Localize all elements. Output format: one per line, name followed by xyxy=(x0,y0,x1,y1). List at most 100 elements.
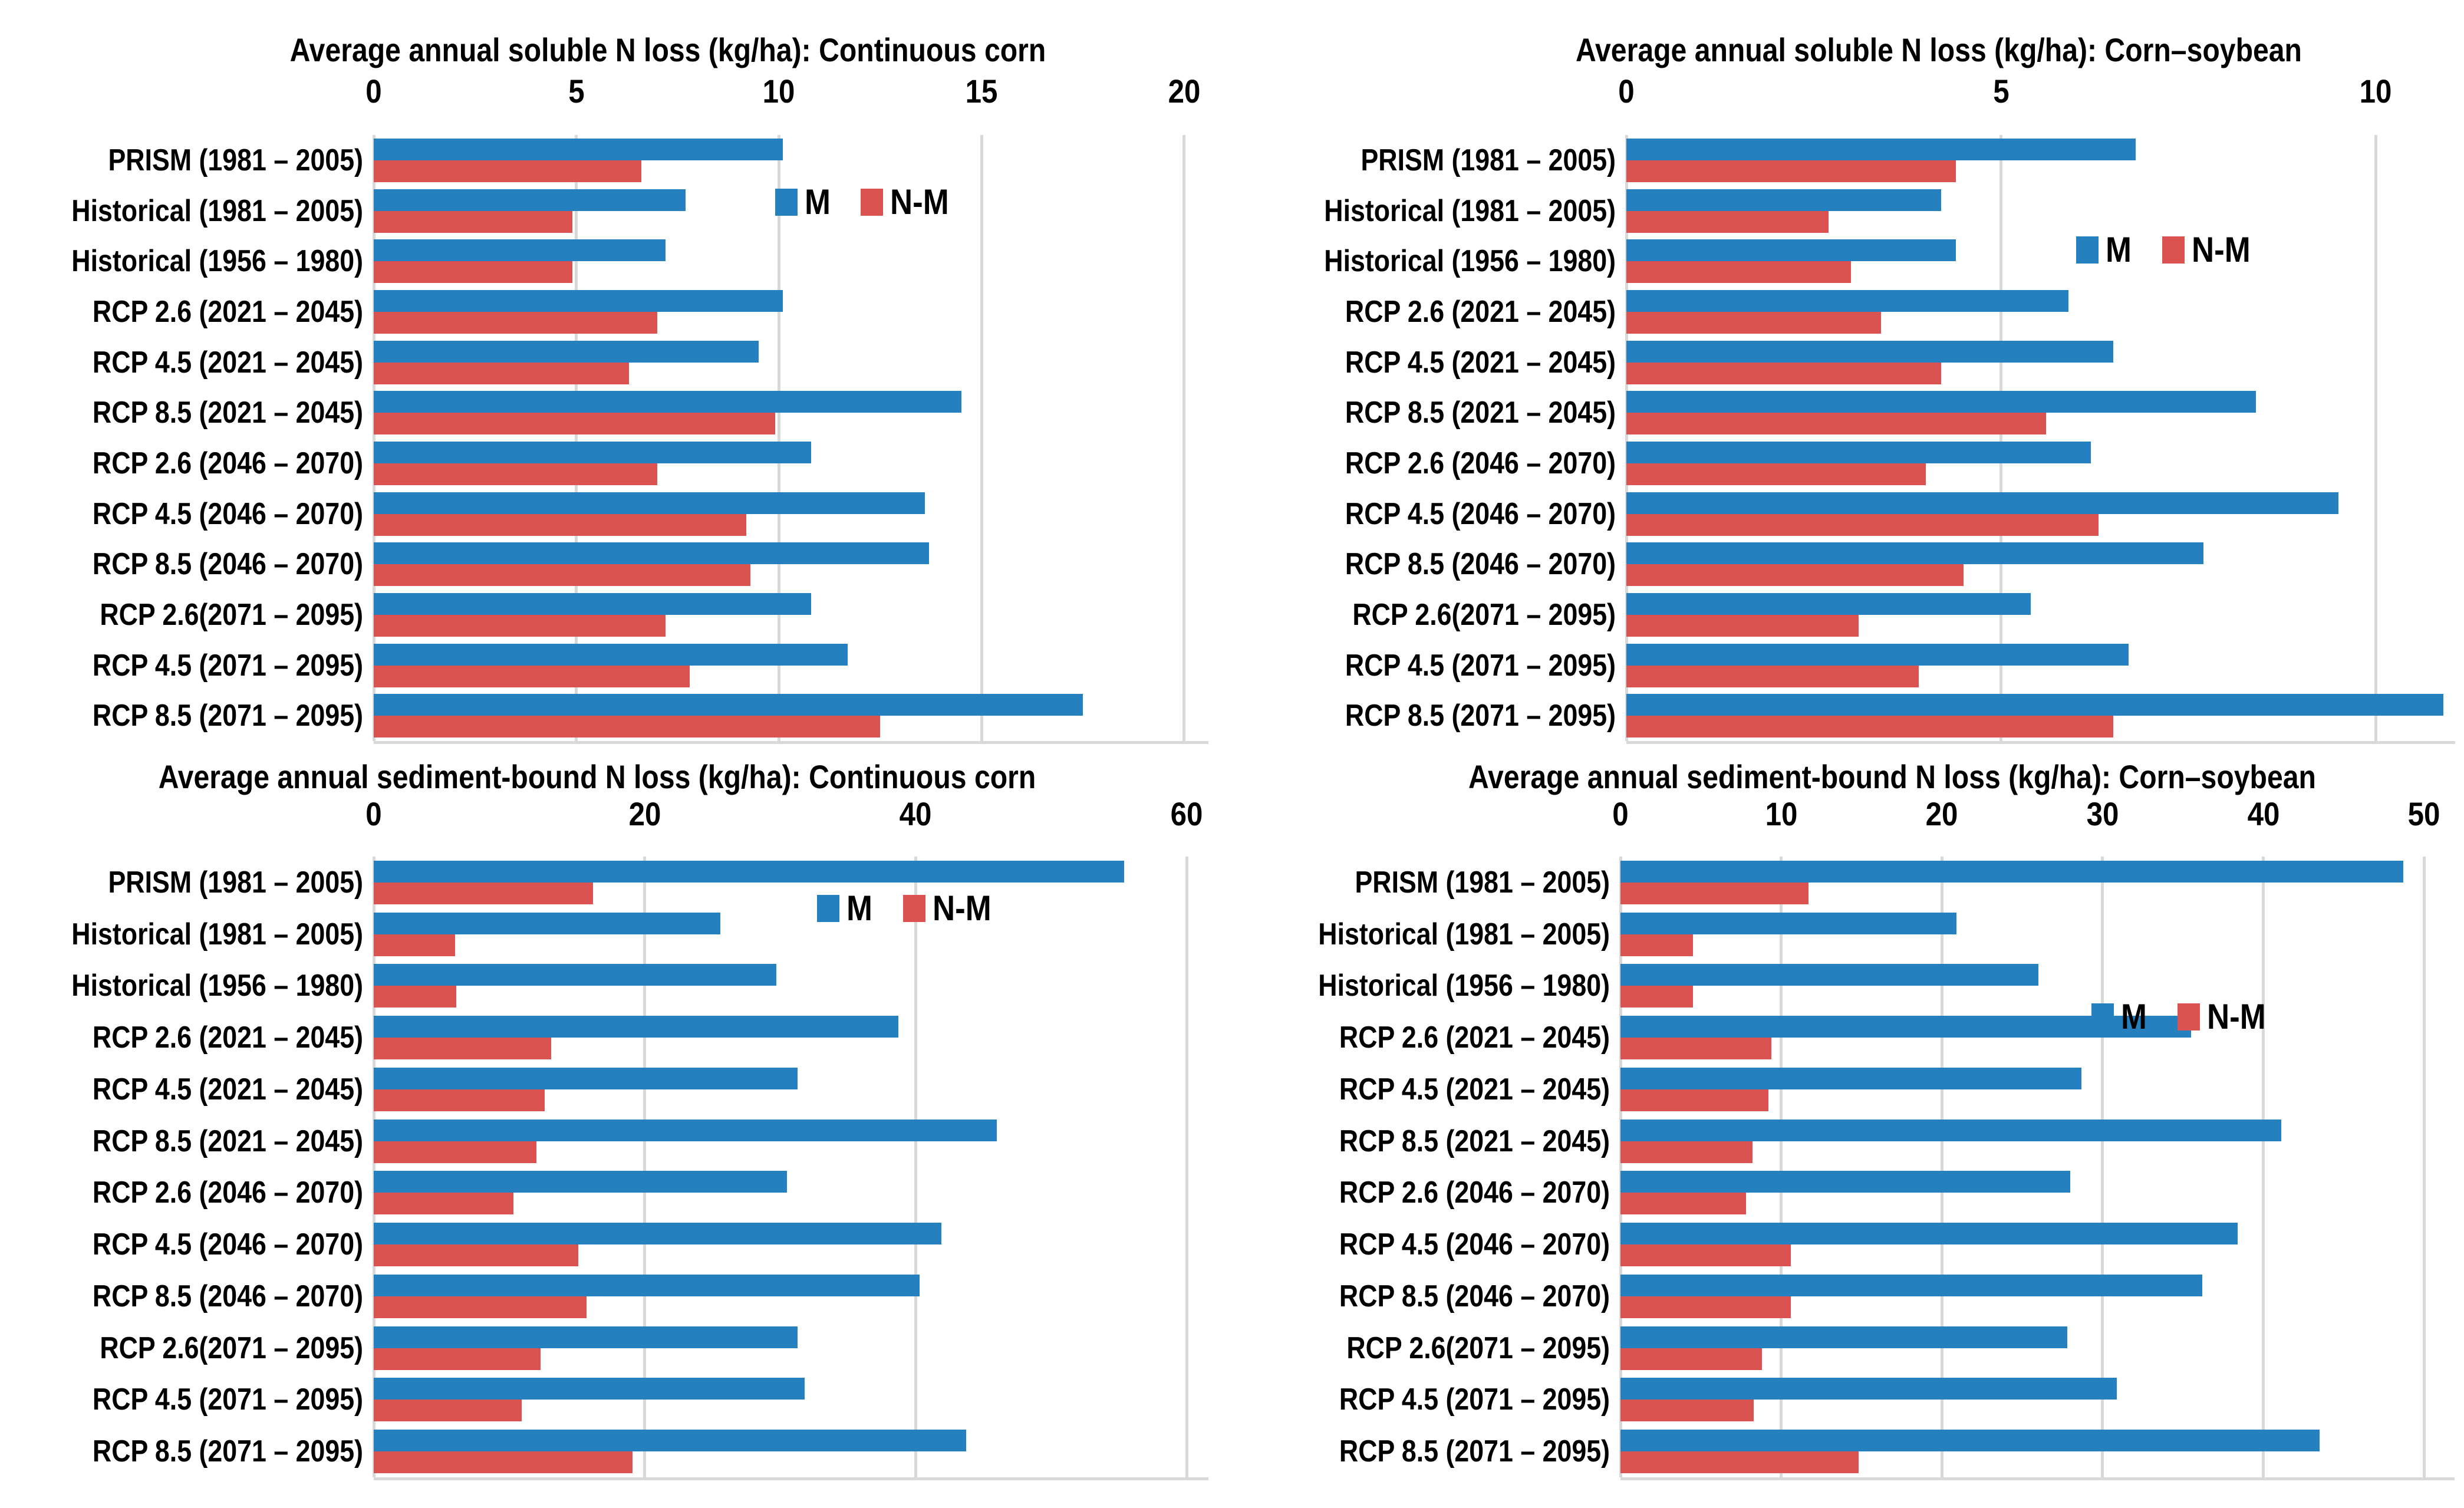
x-axis-tick-label: 0 xyxy=(365,795,382,832)
bar-nm-0 xyxy=(374,160,641,182)
gridline xyxy=(575,135,578,741)
x-axis-tick-label: 30 xyxy=(2086,795,2119,832)
bar-m-0 xyxy=(1620,860,2403,883)
bar-m-8 xyxy=(374,1274,920,1296)
legend-label: N-M xyxy=(932,888,991,928)
bar-m-9 xyxy=(374,1326,798,1348)
bar-nm-6 xyxy=(374,1193,513,1215)
bar-m-9 xyxy=(1626,592,2031,615)
chart-title: Average annual soluble N loss (kg/ha): C… xyxy=(1576,31,2302,68)
category-label: RCP 4.5 (2071 – 2095) xyxy=(92,1382,364,1417)
bar-nm-5 xyxy=(1620,1141,1753,1163)
category-label: Historical (1956 – 1980) xyxy=(71,969,363,1003)
bar-nm-1 xyxy=(1620,934,1693,956)
bar-nm-9 xyxy=(1626,614,1859,637)
gridline xyxy=(1185,857,1188,1477)
bar-nm-8 xyxy=(374,1296,587,1318)
gridline xyxy=(1999,135,2003,741)
legend: M N-M xyxy=(816,888,999,928)
bar-m-5 xyxy=(374,1119,997,1141)
legend: M N-M xyxy=(2091,998,2274,1036)
gridline xyxy=(1625,135,1628,741)
legend-swatch-nm-icon xyxy=(861,188,884,216)
bar-nm-0 xyxy=(374,882,594,904)
bar-nm-3 xyxy=(374,311,658,334)
category-label: Historical (1956 – 1980) xyxy=(1318,969,1610,1003)
category-label: PRISM (1981 – 2005) xyxy=(1361,143,1616,177)
legend-entry: M xyxy=(2076,231,2135,269)
category-label: RCP 4.5 (2021 – 2045) xyxy=(92,1072,364,1107)
plot-area xyxy=(1625,135,2455,744)
category-label: RCP 4.5 (2021 – 2045) xyxy=(92,345,364,380)
gridline xyxy=(914,857,917,1477)
bar-nm-4 xyxy=(374,362,630,384)
category-label: RCP 4.5 (2071 – 2095) xyxy=(1345,648,1616,683)
legend: M N-M xyxy=(775,183,957,221)
bar-m-4 xyxy=(1620,1067,2082,1089)
bar-nm-6 xyxy=(1620,1193,1746,1215)
chart-panel: Average annual sediment-bound N loss (kg… xyxy=(1232,754,2464,1508)
bar-m-9 xyxy=(374,592,812,615)
plot-area xyxy=(372,135,1208,744)
category-label: RCP 8.5 (2071 – 2095) xyxy=(1345,699,1616,733)
category-label: RCP 2.6 (2021 – 2045) xyxy=(1345,294,1616,329)
legend-label: N-M xyxy=(890,182,950,222)
category-label: RCP 2.6 (2021 – 2045) xyxy=(92,1020,364,1055)
bar-m-1 xyxy=(374,189,686,211)
category-label: Historical (1956 – 1980) xyxy=(1324,244,1616,279)
bar-m-5 xyxy=(374,391,961,413)
gridline xyxy=(980,135,983,741)
category-label: PRISM (1981 – 2005) xyxy=(1355,865,1610,900)
bar-m-3 xyxy=(374,289,783,312)
bar-m-10 xyxy=(1626,643,2129,666)
gridline xyxy=(2262,857,2265,1477)
category-label: RCP 8.5 (2046 – 2070) xyxy=(92,1279,364,1313)
category-label: RCP 4.5 (2021 – 2045) xyxy=(1345,345,1616,380)
x-axis-tick-label: 0 xyxy=(1618,73,1635,110)
bar-m-1 xyxy=(374,912,721,934)
category-label: RCP 8.5 (2071 – 2095) xyxy=(1339,1434,1610,1469)
bar-nm-4 xyxy=(374,1089,545,1111)
plot-area xyxy=(372,857,1208,1480)
legend-swatch-nm-icon xyxy=(2162,236,2185,264)
legend-entry: M xyxy=(816,889,876,927)
bar-m-8 xyxy=(374,542,929,565)
bar-m-10 xyxy=(374,643,848,666)
bar-nm-10 xyxy=(1626,665,1919,687)
legend-label: M xyxy=(2105,230,2132,270)
x-axis-tick-label: 10 xyxy=(762,73,795,110)
category-label: RCP 8.5 (2046 – 2070) xyxy=(1339,1279,1610,1313)
category-label: RCP 8.5 (2046 – 2070) xyxy=(1345,547,1616,582)
bar-nm-7 xyxy=(1620,1244,1791,1267)
bar-m-5 xyxy=(1620,1119,2281,1141)
category-label: RCP 4.5 (2046 – 2070) xyxy=(1345,496,1616,531)
bar-nm-4 xyxy=(1620,1089,1768,1111)
bar-m-11 xyxy=(374,1430,966,1452)
chart-title: Average annual sediment-bound N loss (kg… xyxy=(1468,758,2316,795)
legend-swatch-nm-icon xyxy=(2177,1003,2200,1031)
category-label: RCP 8.5 (2071 – 2095) xyxy=(92,699,364,733)
legend-label: N-M xyxy=(2191,230,2251,270)
category-label: RCP 2.6(2071 – 2095) xyxy=(1346,1331,1610,1365)
gridline xyxy=(2374,135,2377,741)
gridline xyxy=(372,135,375,741)
x-axis-tick-label: 0 xyxy=(365,73,382,110)
bar-m-8 xyxy=(1626,542,2203,565)
legend-swatch-m-icon xyxy=(2091,1003,2114,1031)
bar-m-2 xyxy=(374,964,776,986)
bar-m-11 xyxy=(374,694,1083,716)
chart-panel: Average annual sediment-bound N loss (kg… xyxy=(0,754,1232,1508)
bar-nm-1 xyxy=(374,210,572,233)
bar-nm-10 xyxy=(1620,1400,1754,1422)
x-axis-tick-label: 5 xyxy=(568,73,585,110)
bar-m-0 xyxy=(1626,138,2136,160)
bar-m-4 xyxy=(374,1067,798,1089)
bar-nm-9 xyxy=(374,1348,541,1370)
legend-swatch-m-icon xyxy=(2076,236,2099,264)
category-label: RCP 8.5 (2021 – 2045) xyxy=(92,396,364,430)
gridline xyxy=(2422,857,2426,1477)
x-axis-tick-label: 40 xyxy=(2247,795,2279,832)
legend-swatch-m-icon xyxy=(775,188,798,216)
bar-nm-6 xyxy=(1626,463,1926,485)
category-label: RCP 8.5 (2021 – 2045) xyxy=(92,1124,364,1158)
